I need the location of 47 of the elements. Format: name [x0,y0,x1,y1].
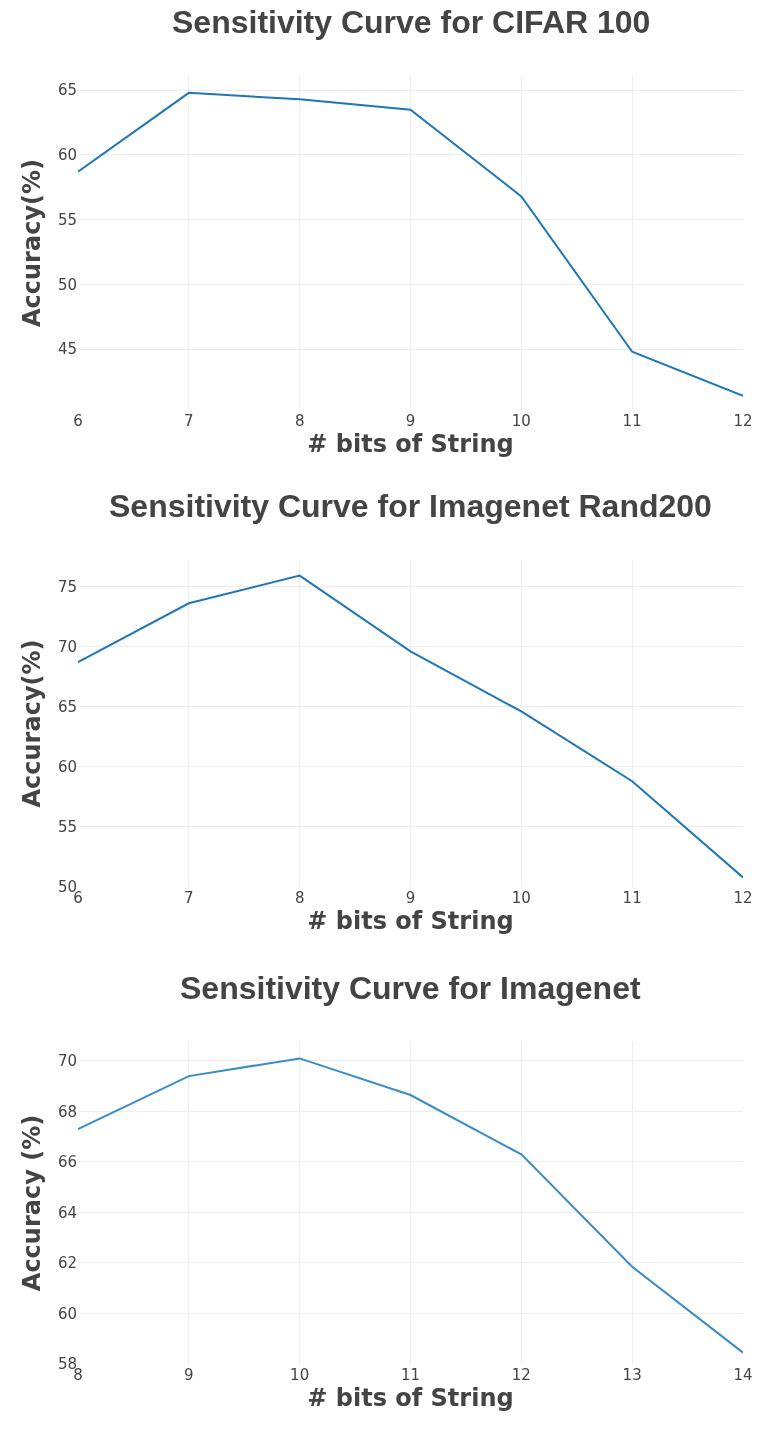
y-tick-label: 66 [57,1153,77,1172]
x-tick-label: 8 [294,412,305,430]
x-tick-label: 12 [733,889,753,907]
y-tick-label: 55 [57,818,77,837]
x-tick-label: 14 [733,1366,753,1384]
line-series [78,91,743,397]
x-axis-title: # bits of String [307,430,514,459]
y-tick-label: 70 [57,637,77,656]
x-tick-label: 10 [511,889,531,907]
x-tick-label: 11 [622,412,642,430]
y-tick-label: 60 [57,146,77,165]
y-tick-label: 62 [57,1254,77,1273]
y-axis-title: Accuracy (%) [18,1114,47,1292]
y-tick-label: 50 [57,275,77,294]
x-tick-label: 9 [184,1366,194,1384]
x-tick-label: 9 [405,412,416,430]
x-tick-label: 12 [733,412,753,430]
y-tick-label: 64 [57,1203,77,1222]
chart-title: Sensitivity Curve for Imagenet Rand200 [109,488,712,524]
line-series [78,1057,743,1354]
x-tick-label: 11 [622,889,642,907]
x-tick-label: 6 [73,412,83,430]
y-axis-title: Accuracy(%) [18,639,47,808]
x-tick-label: 7 [184,889,194,907]
y-tick-label: 60 [57,1304,77,1323]
y-tick-label: 55 [57,210,77,229]
x-axis-title: # bits of String [307,1384,514,1413]
x-tick-label: 10 [511,412,531,430]
x-tick-label: 10 [290,1366,310,1384]
y-tick-label: 65 [57,697,77,716]
x-axis-title: # bits of String [307,907,514,936]
chart-title: Sensitivity Curve for CIFAR 100 [172,4,651,40]
x-tick-label: 7 [184,412,194,430]
y-axis-title: Accuracy(%) [18,159,47,327]
y-tick-label: 65 [57,81,77,100]
y-tick-label: 75 [57,577,77,596]
x-tick-label: 11 [400,1366,421,1384]
x-tick-label: 9 [405,889,416,907]
y-tick-label: 68 [57,1102,77,1121]
line-series [78,574,743,879]
x-tick-label: 13 [622,1366,642,1384]
y-tick-label: 70 [57,1052,77,1071]
chart-title: Sensitivity Curve for Imagenet [180,970,641,1006]
x-tick-label: 12 [511,1366,531,1384]
x-tick-label: 8 [294,889,305,907]
y-tick-label: 60 [57,758,77,777]
y-tick-label: 45 [57,340,77,359]
